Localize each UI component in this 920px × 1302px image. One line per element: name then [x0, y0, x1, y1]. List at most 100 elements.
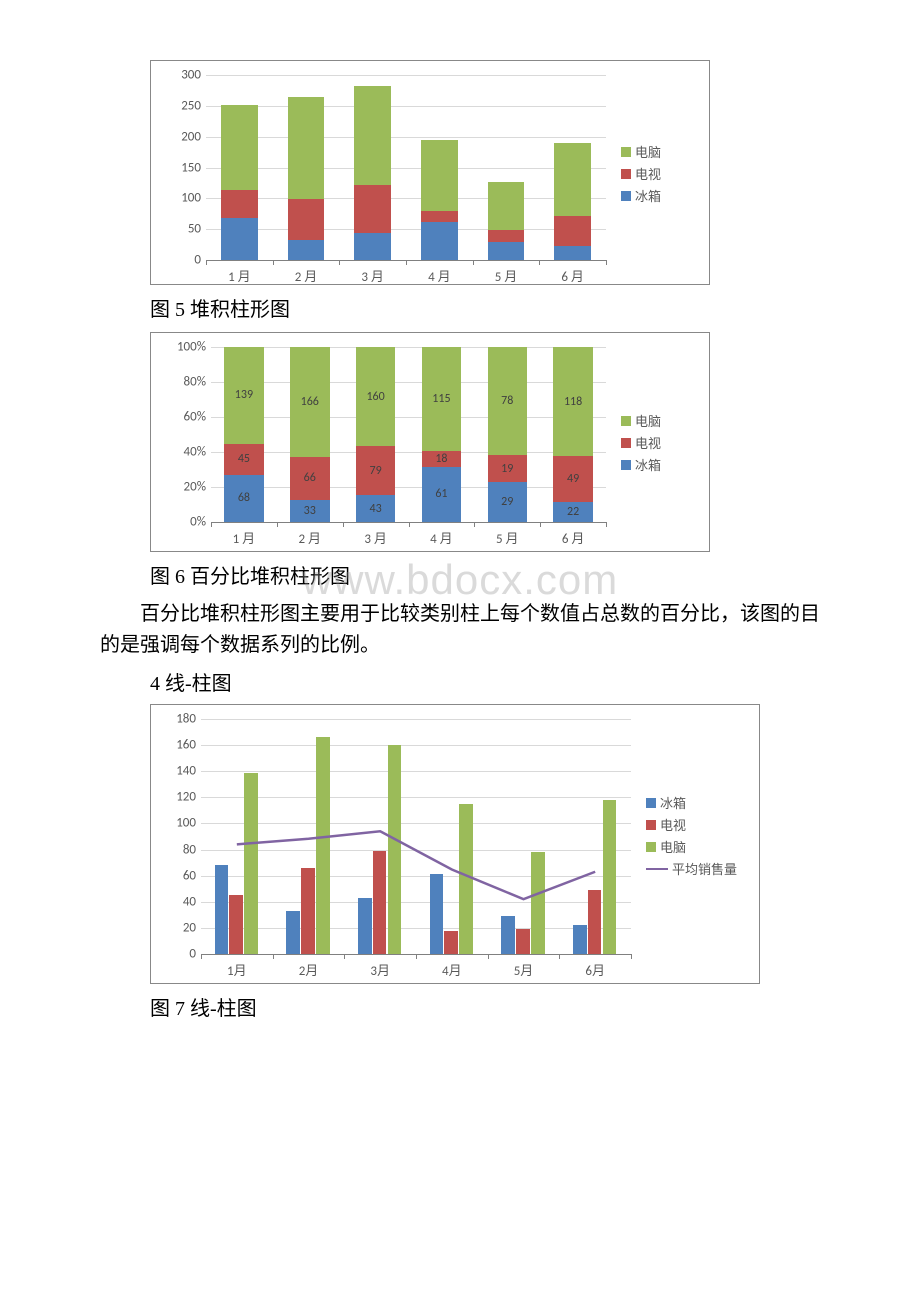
legend-item: 平均销售量 [646, 859, 737, 878]
gridline [211, 417, 606, 418]
x-tick-label: 2 月 [298, 522, 321, 547]
gridline [211, 487, 606, 488]
bar-value-label: 45 [238, 452, 250, 466]
x-tick-label: 6月 [585, 954, 605, 979]
plot-area: 0204060801001201401601801月2月3月4月5月6月 [201, 719, 631, 954]
legend-label: 冰箱 [660, 793, 686, 812]
legend-label: 电脑 [635, 411, 661, 430]
x-tick [409, 522, 410, 527]
x-tick-label: 1 月 [228, 260, 251, 285]
x-tick [273, 260, 274, 265]
legend-item: 电视 [621, 433, 661, 452]
chart6-stacked-bar-100: 0%20%40%60%80%100%1 月2 月3 月4 月5 月6 月6845… [150, 332, 710, 552]
page: 0501001502002503001 月2 月3 月4 月5 月6 月电脑电视… [0, 0, 920, 1091]
x-tick-label: 6 月 [562, 522, 585, 547]
x-tick [277, 522, 278, 527]
bar-value-label: 19 [501, 462, 513, 476]
bar-segment [354, 185, 391, 234]
x-tick [406, 260, 407, 265]
x-tick-label: 5 月 [495, 260, 518, 285]
y-tick-label: 100% [177, 340, 211, 355]
x-tick [606, 522, 607, 527]
legend-label: 冰箱 [635, 455, 661, 474]
bar-segment [288, 97, 325, 199]
y-tick-label: 50 [188, 222, 206, 237]
x-tick-label: 2月 [299, 954, 319, 979]
y-tick-label: 150 [181, 160, 206, 175]
heading-section-4: 4 线-柱图 [150, 667, 820, 696]
bar-value-label: 139 [235, 388, 253, 402]
legend-label: 电脑 [660, 837, 686, 856]
legend: 冰箱电视电脑平均销售量 [646, 790, 737, 881]
y-tick-label: 200 [181, 129, 206, 144]
x-tick [631, 954, 632, 959]
y-tick-label: 120 [176, 790, 201, 805]
gridline [211, 347, 606, 348]
legend-label: 电脑 [635, 142, 661, 161]
plot-area: 0501001502002503001 月2 月3 月4 月5 月6 月 [206, 75, 606, 260]
x-tick [539, 260, 540, 265]
bar-segment [554, 216, 591, 246]
x-tick [201, 954, 202, 959]
x-tick-label: 5月 [514, 954, 534, 979]
bar-segment [421, 222, 458, 260]
x-tick [473, 260, 474, 265]
legend: 电脑电视冰箱 [621, 139, 661, 208]
legend-label: 平均销售量 [672, 859, 737, 878]
legend-swatch [621, 191, 631, 201]
legend-swatch [621, 438, 631, 448]
y-tick-label: 140 [176, 764, 201, 779]
x-tick [343, 522, 344, 527]
bar-value-label: 33 [304, 504, 316, 518]
gridline [206, 229, 606, 230]
y-tick-label: 20% [184, 480, 211, 495]
x-tick [488, 954, 489, 959]
bar-value-label: 68 [238, 491, 250, 505]
x-tick [540, 522, 541, 527]
legend-swatch [621, 169, 631, 179]
gridline [206, 137, 606, 138]
x-tick [206, 260, 207, 265]
bar-segment [354, 86, 391, 185]
x-tick-label: 1月 [227, 954, 247, 979]
y-tick-label: 0 [194, 253, 206, 268]
chart5-stacked-bar: 0501001502002503001 月2 月3 月4 月5 月6 月 电脑电视… [150, 60, 710, 285]
legend-label: 电视 [660, 815, 686, 834]
bar-value-label: 43 [369, 502, 381, 516]
gridline [206, 168, 606, 169]
legend-label: 电视 [635, 164, 661, 183]
x-tick [273, 954, 274, 959]
y-tick-label: 160 [176, 738, 201, 753]
y-tick-label: 80 [183, 842, 201, 857]
bar-value-label: 78 [501, 394, 513, 408]
x-tick [474, 522, 475, 527]
legend-item: 冰箱 [621, 455, 661, 474]
x-tick-label: 4 月 [430, 522, 453, 547]
bar-segment [221, 218, 258, 260]
legend-swatch [621, 460, 631, 470]
bar-segment [488, 182, 525, 230]
x-tick-label: 3 月 [364, 522, 387, 547]
gridline [211, 382, 606, 383]
x-tick [606, 260, 607, 265]
bar-value-label: 166 [301, 395, 319, 409]
y-tick-label: 250 [181, 98, 206, 113]
bar-segment [488, 242, 525, 260]
y-tick-label: 40% [184, 445, 211, 460]
caption-fig6: 图 6 百分比堆积柱形图 [150, 560, 820, 589]
x-tick [339, 260, 340, 265]
x-tick [344, 954, 345, 959]
y-tick-label: 60% [184, 410, 211, 425]
y-tick-label: 180 [176, 712, 201, 727]
bar-segment [421, 140, 458, 211]
bar-segment [488, 230, 525, 242]
legend: 电脑电视冰箱 [621, 408, 661, 477]
x-tick [211, 522, 212, 527]
bar-value-label: 115 [432, 392, 450, 406]
bar-segment [554, 143, 591, 216]
caption-fig5: 图 5 堆积柱形图 [150, 293, 820, 322]
x-tick-label: 3 月 [361, 260, 384, 285]
y-tick-label: 300 [181, 68, 206, 83]
x-tick-label: 1 月 [233, 522, 256, 547]
legend-item: 电脑 [621, 411, 661, 430]
